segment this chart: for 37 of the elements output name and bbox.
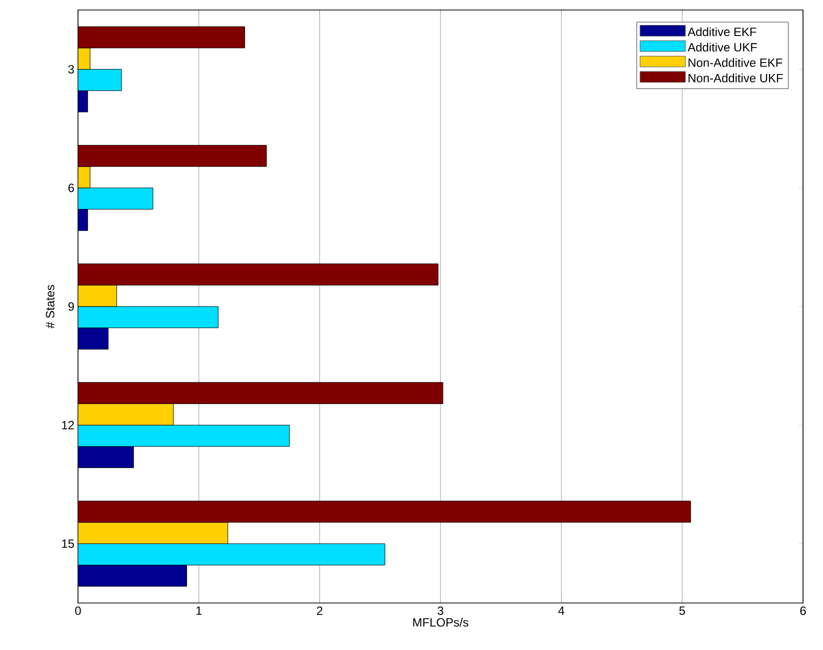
bar	[78, 306, 218, 328]
bar	[78, 404, 174, 426]
bar	[78, 166, 90, 188]
bar	[78, 500, 691, 523]
bar	[78, 446, 134, 468]
x-tick-label: 0	[75, 606, 81, 615]
legend-label: Non-Additive EKF	[688, 58, 782, 67]
bar	[78, 564, 188, 587]
x-tick-label: 4	[558, 606, 564, 615]
x-tick-label: 6	[800, 606, 806, 615]
x-tick-label: 2	[316, 606, 322, 615]
bar	[78, 328, 108, 350]
bar	[78, 382, 444, 404]
legend-label: Additive EKF	[688, 27, 756, 36]
x-tick-label: 5	[679, 606, 685, 615]
bar	[78, 522, 228, 544]
y-tick-label: 12	[62, 420, 74, 430]
bar	[78, 48, 90, 70]
x-tick-label: 3	[438, 606, 444, 615]
y-tick-label: 3	[68, 65, 74, 74]
y-tick-label: 9	[68, 302, 74, 311]
bar	[78, 424, 290, 447]
x-tick-label: 1	[196, 606, 202, 615]
legend-label: Non-Additive UKF	[688, 74, 783, 82]
bar	[78, 69, 122, 91]
x-axis-title: MFLOPs/s	[413, 618, 468, 627]
y-axis-title: # States	[46, 285, 54, 328]
bar	[78, 188, 154, 210]
bar	[78, 144, 267, 167]
bar	[78, 209, 88, 231]
bar	[78, 284, 117, 307]
bar	[78, 543, 386, 566]
y-tick-label: 6	[68, 184, 74, 192]
y-tick-label: 15	[62, 540, 74, 548]
bar	[78, 26, 246, 48]
bar	[78, 264, 438, 286]
legend-label: Additive UKF	[688, 42, 757, 52]
